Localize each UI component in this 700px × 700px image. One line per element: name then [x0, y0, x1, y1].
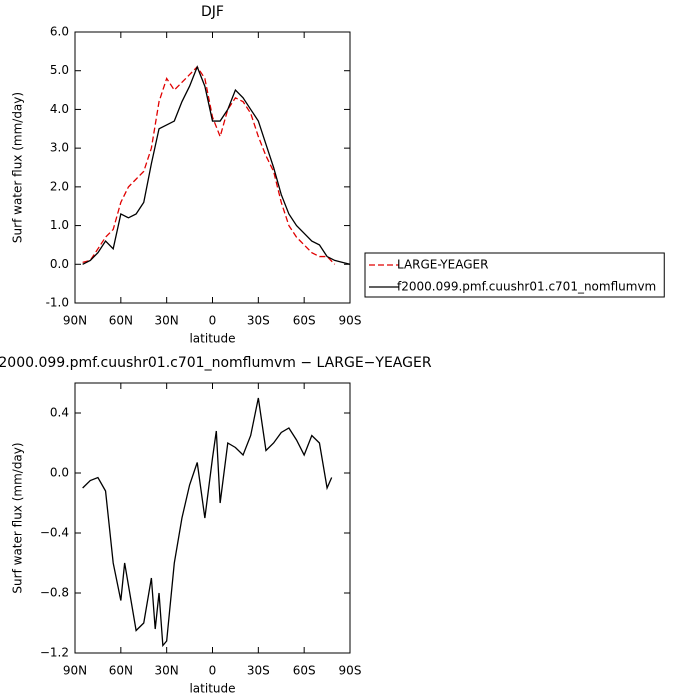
- x-tick-label: 0: [209, 664, 217, 678]
- y-tick-label: 0.0: [50, 466, 69, 480]
- data-line: [82, 65, 336, 265]
- plot-frame: [74, 31, 351, 304]
- y-tick-label: 4.0: [50, 102, 69, 116]
- y-tick-label: 0.4: [50, 406, 69, 420]
- y-tick-label: 1.0: [50, 218, 69, 232]
- y-tick-label: 2.0: [50, 179, 69, 193]
- x-axis-label: latitude: [189, 332, 235, 346]
- x-axis-label: latitude: [189, 682, 235, 696]
- y-tick-label: −0.4: [40, 526, 69, 540]
- data-line: [82, 65, 351, 265]
- x-tick-label: 30S: [247, 664, 270, 678]
- x-tick-label: 30N: [155, 664, 179, 678]
- y-axis-label: Surf water flux (mm/day): [11, 442, 25, 593]
- legend-label: f2000.099.pmf.cuushr01.c701_nomflumvm: [397, 280, 656, 294]
- legend-label: LARGE-YEAGER: [397, 258, 488, 272]
- y-tick-label: −0.8: [40, 586, 69, 600]
- x-tick-label: 60N: [109, 664, 133, 678]
- x-tick-label: 90N: [63, 314, 87, 328]
- chart-title: f2000.099.pmf.cuushr01.c701_nomflumvm − …: [0, 355, 432, 371]
- y-tick-label: 5.0: [50, 63, 69, 77]
- y-tick-label: −1.2: [40, 646, 69, 660]
- x-tick-label: 60S: [293, 664, 316, 678]
- y-tick-label: 6.0: [50, 25, 69, 39]
- plot-frame: [74, 382, 351, 654]
- x-tick-label: 0: [209, 314, 217, 328]
- y-tick-label: 3.0: [50, 141, 69, 155]
- y-axis-label: Surf water flux (mm/day): [11, 92, 25, 243]
- x-tick-label: 30N: [155, 314, 179, 328]
- x-tick-label: 90S: [339, 664, 362, 678]
- chart-title: DJF: [201, 4, 224, 20]
- x-tick-label: 30S: [247, 314, 270, 328]
- x-tick-label: 60S: [293, 314, 316, 328]
- y-tick-label: 0.0: [50, 257, 69, 271]
- legend-box: [364, 252, 665, 298]
- x-tick-label: 90N: [63, 664, 87, 678]
- x-tick-label: 90S: [339, 314, 362, 328]
- y-tick-label: -1.0: [46, 296, 69, 310]
- data-line: [82, 397, 333, 648]
- x-tick-label: 60N: [109, 314, 133, 328]
